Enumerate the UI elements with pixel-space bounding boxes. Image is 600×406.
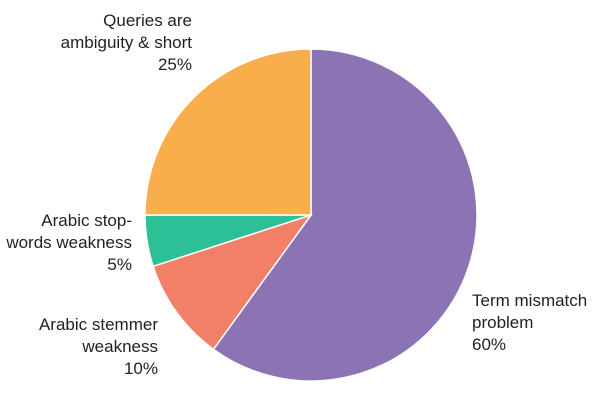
pie-labels: Term mismatch problem 60% Arabic stemmer wea…	[5, 11, 587, 378]
slice-label-2-line-0: Arabic stop-	[41, 211, 132, 230]
slice-label-1-line-2: 10%	[124, 359, 158, 378]
slice-label-0-line-1: problem	[472, 313, 533, 332]
slice-label-2-line-1: words weakness	[5, 233, 132, 252]
pie-slice-1	[152, 213, 313, 351]
pie-slice-0	[212, 48, 478, 382]
slice-label-1-line-0: Arabic stemmer	[39, 315, 158, 334]
pie-slice-3	[144, 48, 312, 216]
slice-label-0: Term mismatch problem 60%	[472, 291, 587, 354]
slice-label-3-line-1: ambiguity & short	[61, 33, 193, 52]
pie-slices	[144, 48, 478, 382]
slice-label-1-line-1: weakness	[81, 337, 158, 356]
slice-label-2: Arabic stop-words weakness 5%	[5, 211, 132, 274]
slice-label-0-line-0: Term mismatch	[472, 291, 587, 310]
slice-label-1: Arabic stemmer weakness 10%	[39, 315, 158, 378]
slice-label-0-line-2: 60%	[472, 335, 506, 354]
slice-label-2-line-2: 5%	[107, 255, 132, 274]
slice-label-3-line-2: 25%	[158, 55, 192, 74]
slice-label-3: Queries are ambiguity & short 25%	[61, 11, 193, 74]
slice-label-3-line-0: Queries are	[103, 11, 192, 30]
